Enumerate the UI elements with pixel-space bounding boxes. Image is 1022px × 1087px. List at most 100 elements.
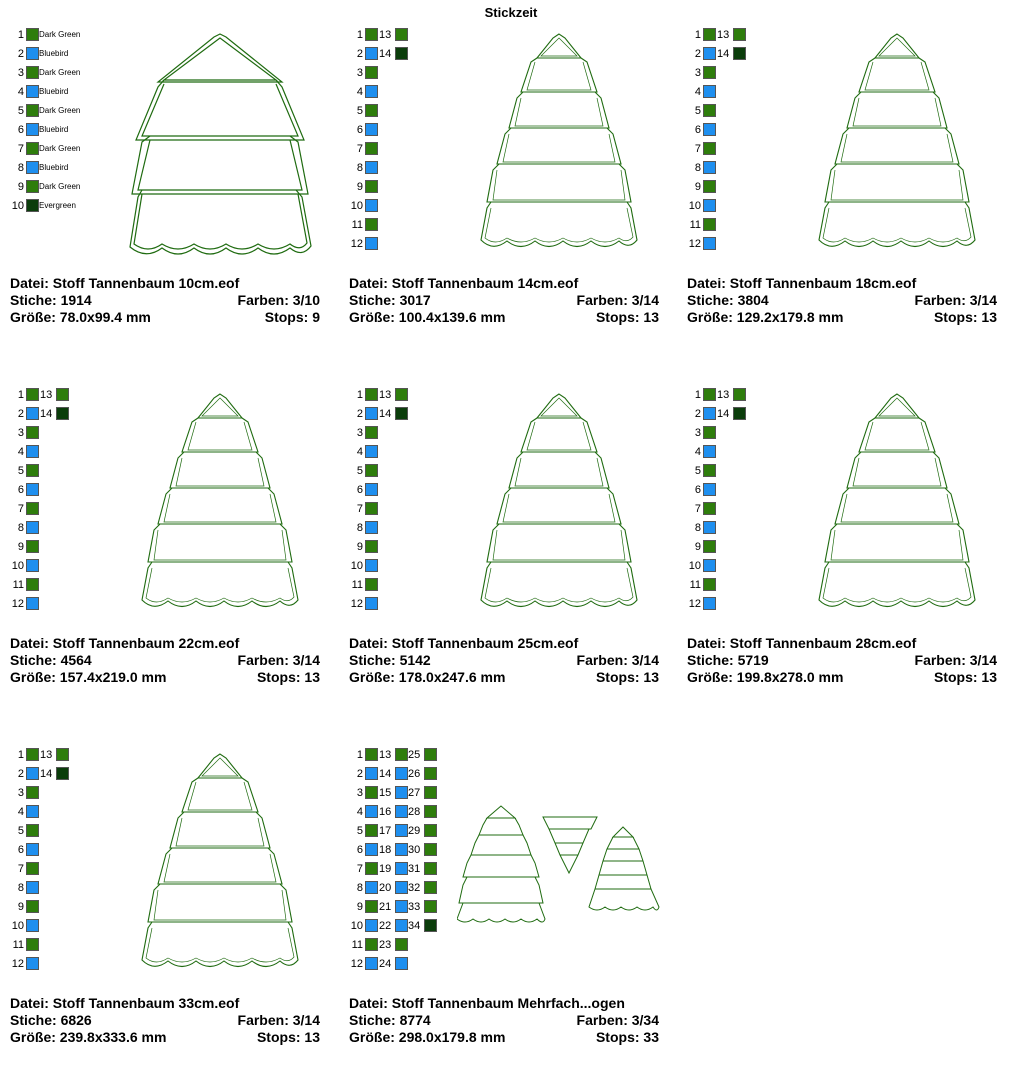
color-swatch	[733, 47, 746, 60]
design-info: Datei: Stoff Tannenbaum 25cm.eof Stiche:…	[349, 635, 659, 685]
color-swatch	[395, 919, 408, 932]
color-swatch	[395, 786, 408, 799]
color-swatch	[365, 104, 378, 117]
stop-count: 13	[981, 309, 997, 325]
legend-number: 26	[408, 768, 421, 780]
legend-number: 10	[688, 560, 701, 572]
legend-number: 19	[379, 863, 392, 875]
legend-number: 9	[356, 541, 363, 553]
legend-number: 8	[17, 522, 24, 534]
legend-number: 9	[356, 901, 363, 913]
legend-number: 12	[350, 238, 363, 250]
design-card[interactable]: 1 13 25 2 14 26 3 15 27 4 16 28 5 17 29	[349, 747, 669, 1087]
legend-number: 30	[408, 844, 421, 856]
color-swatch	[703, 502, 716, 515]
color-swatch	[365, 502, 378, 515]
color-swatch	[703, 388, 716, 401]
legend-number: 2	[694, 408, 701, 420]
legend-number: 12	[350, 958, 363, 970]
color-swatch	[365, 900, 378, 913]
legend-number: 1	[694, 389, 701, 401]
legend-number: 12	[11, 958, 24, 970]
design-card[interactable]: 1 13 2 14 3 4 5 6 7 8 9 10 11 12	[687, 27, 1007, 367]
color-swatch	[365, 85, 378, 98]
color-swatch	[395, 843, 408, 856]
tree-preview	[480, 33, 638, 248]
legend-number: 4	[694, 86, 701, 98]
color-swatch	[365, 540, 378, 553]
legend-number: 1	[17, 749, 24, 761]
color-swatch	[365, 748, 378, 761]
color-count: 3/14	[292, 1012, 320, 1028]
legend-number: 8	[694, 162, 701, 174]
legend-number: 7	[356, 863, 363, 875]
page-title: Stickzeit	[484, 5, 538, 20]
color-swatch	[26, 843, 39, 856]
legend-number: 11	[12, 579, 24, 591]
legend-number: 6	[694, 484, 701, 496]
color-swatch	[703, 426, 716, 439]
legend-number: 2	[356, 768, 363, 780]
file-name: Stoff Tannenbaum 14cm.eof	[391, 275, 579, 291]
color-swatch	[395, 748, 408, 761]
legend-number: 14	[379, 408, 392, 420]
legend-number: 3	[17, 787, 24, 799]
legend-number: 17	[379, 825, 392, 837]
stop-count: 33	[643, 1029, 659, 1045]
file-name: Stoff Tannenbaum 28cm.eof	[729, 635, 917, 651]
design-info: Datei: Stoff Tannenbaum 33cm.eof Stiche:…	[10, 995, 320, 1045]
legend-number: 1	[694, 29, 701, 41]
file-name: Stoff Tannenbaum 22cm.eof	[52, 635, 240, 651]
color-swatch	[703, 445, 716, 458]
legend-number: 13	[379, 29, 392, 41]
legend-number: 5	[694, 465, 701, 477]
legend-number: 12	[688, 238, 701, 250]
legend-number: 22	[379, 920, 392, 932]
design-info: Datei: Stoff Tannenbaum 22cm.eof Stiche:…	[10, 635, 320, 685]
legend-number: 3	[356, 787, 363, 799]
legend-number: 7	[356, 143, 363, 155]
tree-preview	[480, 393, 638, 608]
legend-number: 4	[356, 806, 363, 818]
legend-number: 6	[356, 844, 363, 856]
tree-outline	[818, 393, 976, 608]
color-swatch	[365, 66, 378, 79]
color-swatch	[365, 881, 378, 894]
design-info: Datei: Stoff Tannenbaum 28cm.eof Stiche:…	[687, 635, 997, 685]
legend-number: 13	[379, 389, 392, 401]
legend-number: 10	[350, 920, 363, 932]
design-card[interactable]: 1 13 2 14 3 4 5 6 7 8 9 10 11 12	[687, 387, 1007, 727]
design-card[interactable]: 1 13 2 14 3 4 5 6 7 8 9 10 11 12	[10, 747, 330, 1087]
design-card[interactable]: 1 13 2 14 3 4 5 6 7 8 9 10 11 12	[349, 387, 669, 727]
legend-number: 3	[356, 427, 363, 439]
color-swatch	[26, 786, 39, 799]
color-swatch	[424, 881, 437, 894]
color-swatch	[703, 142, 716, 155]
legend-number: 14	[717, 48, 730, 60]
legend-number: 13	[379, 749, 392, 761]
legend-number: 8	[356, 522, 363, 534]
color-swatch	[703, 161, 716, 174]
color-swatch	[703, 483, 716, 496]
color-swatch	[424, 824, 437, 837]
design-card[interactable]: 1 13 2 14 3 4 5 6 7 8 9 10 11 12	[349, 27, 669, 367]
legend-number: 13	[40, 389, 53, 401]
color-swatch	[395, 47, 408, 60]
legend-number: 12	[688, 598, 701, 610]
legend-number: 10	[688, 200, 701, 212]
legend-number: 5	[694, 105, 701, 117]
color-swatch	[733, 407, 746, 420]
legend-number: 10	[350, 200, 363, 212]
legend-number: 4	[17, 806, 24, 818]
legend-number: 5	[356, 105, 363, 117]
file-name: Stoff Tannenbaum 33cm.eof	[52, 995, 240, 1011]
file-name: Stoff Tannenbaum 18cm.eof	[729, 275, 917, 291]
legend-number: 12	[11, 598, 24, 610]
color-swatch	[365, 521, 378, 534]
color-swatch	[26, 407, 39, 420]
color-swatch	[703, 407, 716, 420]
design-card[interactable]: 1 13 2 14 3 4 5 6 7 8 9 10 11 12	[10, 387, 330, 727]
design-card[interactable]: 1 Dark Green 2 Bluebird 3 Dark Green 4 Blueb…	[10, 28, 320, 325]
legend-number: 21	[379, 901, 392, 913]
color-swatch	[26, 426, 39, 439]
